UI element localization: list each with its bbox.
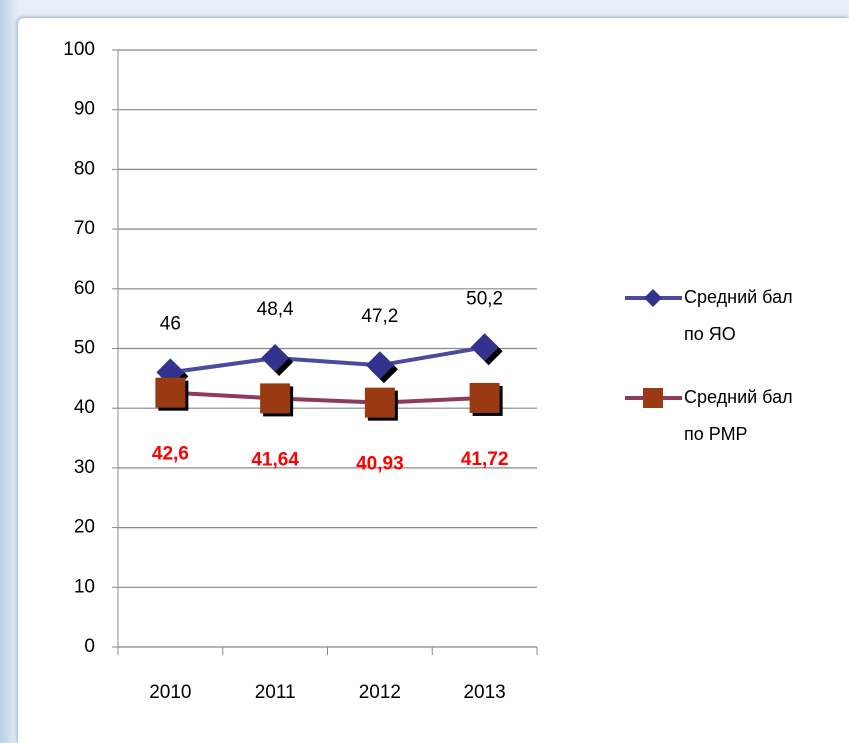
x-tick-label: 2010 [149,682,191,703]
marker [364,387,395,418]
marker [365,351,394,380]
data-label: 42,6 [152,444,189,465]
legend-marker [643,388,663,408]
data-label: 41,72 [461,449,509,470]
y-tick-label: 100 [63,39,95,60]
y-tick-label: 20 [74,517,95,538]
y-tick-label: 80 [74,158,95,179]
marker [155,377,186,408]
y-tick-label: 60 [74,278,95,299]
legend-label: Средний бал по ЯО [684,287,793,344]
data-label: 41,64 [251,449,299,470]
y-tick-label: 0 [84,636,95,657]
marker [469,382,500,413]
data-label: 50,2 [466,288,503,309]
x-tick-label: 2012 [359,682,401,703]
marker [261,344,290,373]
marker [470,333,499,362]
y-tick-label: 70 [74,218,95,239]
x-tick-label: 2011 [255,682,296,703]
y-tick-label: 30 [74,457,95,478]
legend-label: Средний бал по РМР [684,387,793,444]
data-label: 46 [160,313,181,334]
legend-marker [644,289,662,307]
x-tick-label: 2013 [463,682,505,703]
y-tick-label: 40 [74,397,95,418]
data-label: 47,2 [361,306,398,327]
data-label: 48,4 [257,299,294,320]
y-tick-label: 10 [74,576,95,597]
data-label: 40,93 [356,454,404,475]
y-tick-label: 90 [74,99,95,120]
y-tick-label: 50 [74,338,95,359]
series-line [170,345,485,375]
marker [260,383,291,414]
series-line [170,390,485,405]
